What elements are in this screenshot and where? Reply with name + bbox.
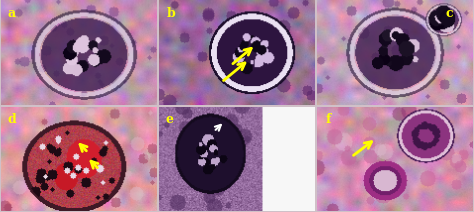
Text: f: f: [325, 113, 330, 126]
Text: d: d: [8, 113, 16, 126]
Text: a: a: [8, 7, 16, 20]
Text: e: e: [166, 113, 174, 126]
Text: c: c: [446, 7, 454, 20]
Text: b: b: [167, 7, 176, 20]
